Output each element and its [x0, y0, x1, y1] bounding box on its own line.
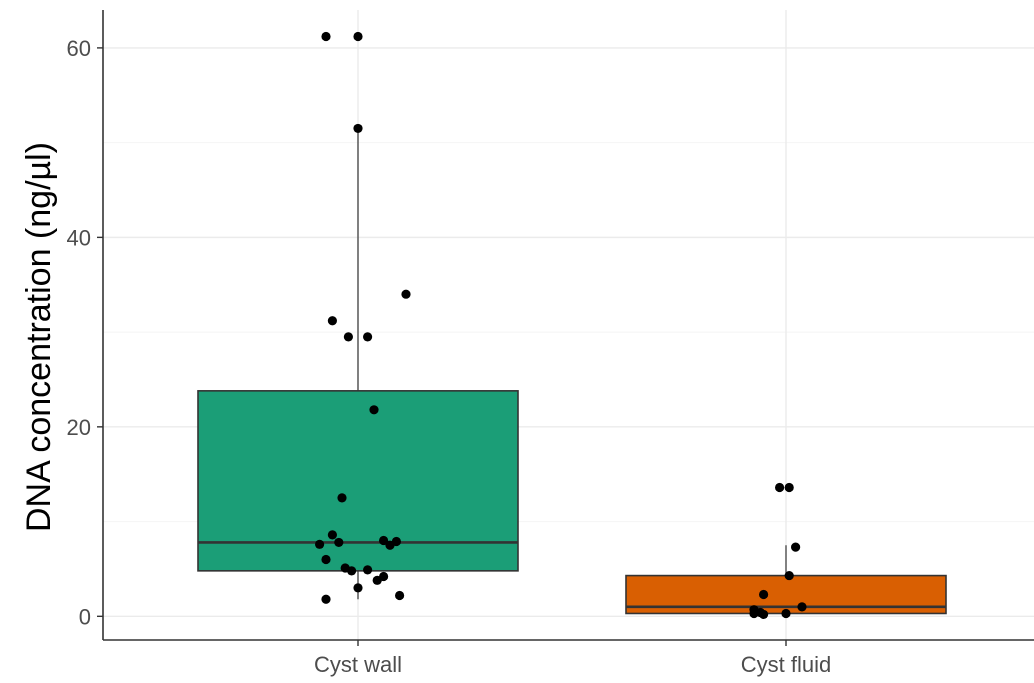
cyst-wall-data-point [347, 566, 356, 575]
y-tick-label: 20 [67, 415, 91, 440]
cyst-wall-data-point [321, 32, 330, 41]
cyst-fluid-data-point [775, 483, 784, 492]
cyst-wall-data-point [353, 32, 362, 41]
cyst-wall-data-point [328, 530, 337, 539]
x-tick-label: Cyst fluid [741, 652, 831, 677]
cyst-wall-data-point [363, 565, 372, 574]
y-tick-label: 60 [67, 36, 91, 61]
cyst-wall-data-point [395, 591, 404, 600]
cyst-wall-data-point [337, 493, 346, 502]
cyst-wall-data-point [334, 538, 343, 547]
cyst-wall-data-point [321, 595, 330, 604]
cyst-fluid-data-point [759, 590, 768, 599]
cyst-wall-data-point [401, 290, 410, 299]
cyst-fluid-data-point [785, 571, 794, 580]
cyst-wall-data-point [363, 332, 372, 341]
cyst-fluid-data-point [785, 483, 794, 492]
cyst-wall-data-point [369, 405, 378, 414]
box-layer [198, 128, 946, 616]
cyst-wall-data-point [373, 576, 382, 585]
cyst-wall-data-point [321, 555, 330, 564]
cyst-fluid-data-point [749, 609, 758, 618]
cyst-wall-box [198, 391, 518, 571]
y-tick-label: 40 [67, 225, 91, 250]
cyst-wall-data-point [353, 583, 362, 592]
cyst-wall-data-point [315, 540, 324, 549]
cyst-wall-data-point [344, 332, 353, 341]
cyst-fluid-data-point [759, 610, 768, 619]
cyst-fluid-data-point [781, 609, 790, 618]
x-tick-label: Cyst wall [314, 652, 402, 677]
cyst-wall-data-point [385, 541, 394, 550]
cyst-fluid-data-point [797, 602, 806, 611]
cyst-fluid-data-point [791, 543, 800, 552]
cyst-wall-data-point [353, 124, 362, 133]
cyst-wall-data-point [328, 316, 337, 325]
y-axis-title: DNA concentration (ng/µl) [20, 142, 58, 532]
y-tick-label: 0 [79, 604, 91, 629]
